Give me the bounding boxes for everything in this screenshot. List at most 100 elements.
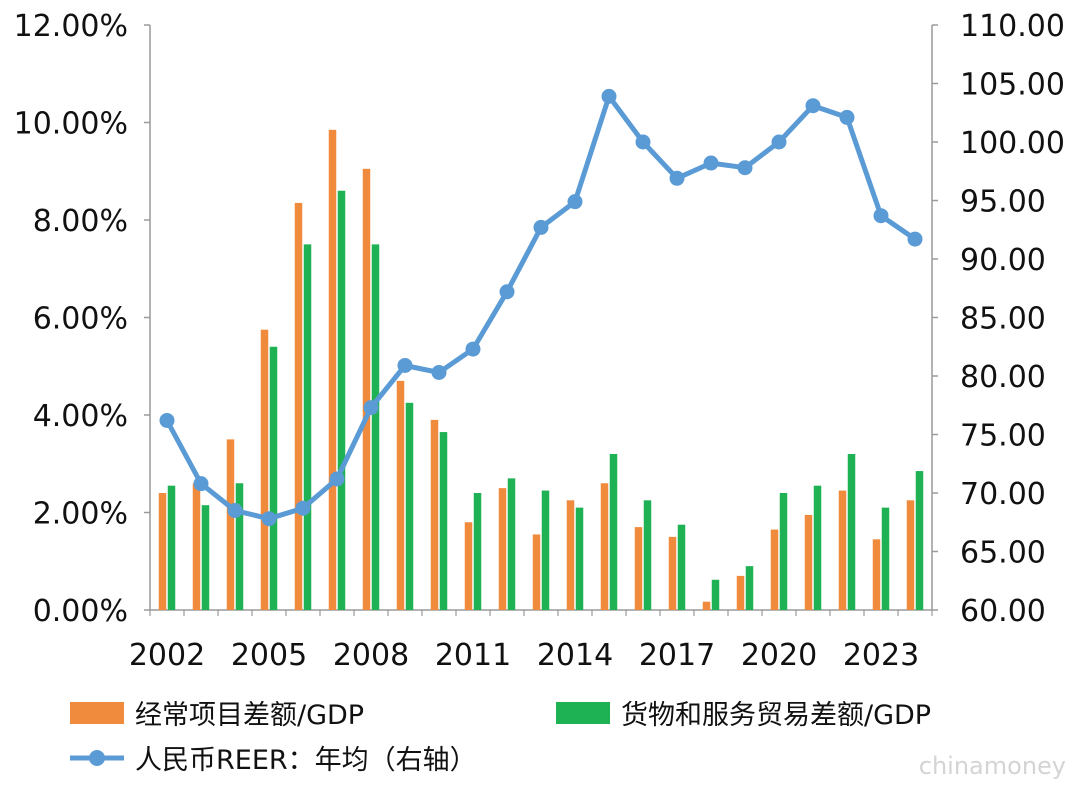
- trade-balance-bar: [813, 485, 822, 610]
- trade-balance-bar: [915, 471, 924, 610]
- trade-balance-bar: [405, 402, 414, 610]
- right-tick-label: 60.00: [960, 594, 1046, 629]
- trade-balance-bar: [847, 454, 856, 610]
- x-tick-label: 2008: [333, 638, 409, 673]
- current-account-bar: [532, 534, 541, 610]
- current-account-bar: [328, 129, 337, 610]
- watermark: chinamoney: [919, 752, 1066, 780]
- reer-point: [261, 511, 277, 527]
- left-tick-label: 8.00%: [33, 204, 128, 239]
- current-account-bar: [668, 536, 677, 610]
- left-tick-label: 12.00%: [14, 9, 128, 44]
- right-tick-label: 80.00: [960, 360, 1046, 395]
- right-tick-label: 70.00: [960, 477, 1046, 512]
- reer-point: [193, 476, 209, 492]
- x-tick-label: 2023: [843, 638, 919, 673]
- reer-point: [873, 208, 889, 224]
- current-account-bar: [770, 529, 779, 610]
- trade-balance-bar: [779, 493, 788, 610]
- reer-point: [363, 400, 379, 416]
- trade-balance-bar: [167, 485, 176, 610]
- current-account-bar: [634, 527, 643, 610]
- reer-point: [431, 364, 447, 380]
- trade-balance-bar: [643, 500, 652, 610]
- left-tick-label: 6.00%: [33, 302, 128, 337]
- reer-point: [567, 194, 583, 210]
- right-tick-label: 85.00: [960, 302, 1046, 337]
- reer-point: [839, 109, 855, 125]
- current-account-bar: [158, 493, 167, 610]
- trade-balance-bar: [337, 190, 346, 610]
- current-account-bar: [260, 329, 269, 610]
- reer-line: [164, 93, 917, 522]
- reer-point: [295, 500, 311, 516]
- reer-point: [601, 88, 617, 104]
- right-tick-label: 90.00: [960, 243, 1046, 278]
- current-account-bar: [906, 500, 915, 610]
- trade-balance-bar: [303, 244, 312, 610]
- legend-label-trade-balance: 货物和服务贸易差额/GDP: [621, 700, 931, 731]
- right-tick-label: 100.00: [960, 126, 1065, 161]
- left-tick-label: 2.00%: [33, 497, 128, 532]
- current-account-bar: [804, 514, 813, 610]
- x-tick-label: 2002: [129, 638, 205, 673]
- current-account-bar: [702, 601, 711, 610]
- left-tick-label: 0.00%: [33, 594, 128, 629]
- reer-point: [397, 357, 413, 373]
- reer-point: [159, 412, 175, 428]
- current-account-bar: [362, 168, 371, 610]
- right-tick-label: 65.00: [960, 536, 1046, 571]
- left-tick-label: 10.00%: [14, 107, 128, 142]
- trade-balance-bar: [677, 524, 686, 610]
- reer-point: [703, 155, 719, 171]
- trade-balance-bar: [575, 507, 584, 610]
- reer-point: [669, 170, 685, 186]
- current-account-bar: [498, 488, 507, 610]
- trade-balance-bar: [541, 490, 550, 610]
- current-account-bar: [192, 483, 201, 610]
- reer-point: [533, 219, 549, 235]
- reer-point: [771, 134, 787, 150]
- current-account-bar: [430, 419, 439, 610]
- right-tick-label: 105.00: [960, 68, 1065, 103]
- trade-balance-bar: [881, 507, 890, 610]
- x-tick-label: 2020: [741, 638, 817, 673]
- legend-label-reer: 人民币REER：年均（右轴）: [135, 745, 477, 776]
- current-account-bar: [294, 202, 303, 610]
- x-tick-label: 2005: [231, 638, 307, 673]
- current-account-bar: [600, 483, 609, 610]
- current-account-bar: [226, 439, 235, 610]
- reer-point: [805, 98, 821, 114]
- current-account-bar: [872, 539, 881, 610]
- reer-point: [499, 284, 515, 300]
- reer-point: [907, 231, 923, 247]
- trade-balance-bar: [711, 579, 720, 610]
- trade-balance-bar: [371, 244, 380, 610]
- trade-balance-bar: [473, 493, 482, 610]
- legend-swatch-reer-marker: [89, 750, 105, 766]
- legend-label-current-account: 经常项目差额/GDP: [135, 700, 364, 731]
- trade-balance-bar: [507, 478, 516, 610]
- current-account-bar: [736, 575, 745, 610]
- x-tick-label: 2017: [639, 638, 715, 673]
- current-account-bar: [566, 500, 575, 610]
- reer-point: [227, 503, 243, 519]
- right-tick-label: 110.00: [960, 9, 1065, 44]
- reer-point: [737, 160, 753, 176]
- trade-balance-bar: [439, 432, 448, 610]
- x-tick-label: 2011: [435, 638, 511, 673]
- reer-point: [465, 341, 481, 357]
- right-tick-label: 75.00: [960, 419, 1046, 454]
- left-tick-label: 4.00%: [33, 399, 128, 434]
- trade-balance-bar: [609, 454, 618, 610]
- current-account-bar: [396, 380, 405, 610]
- legend-swatch-current-account: [70, 702, 124, 724]
- reer-point: [635, 134, 651, 150]
- trade-balance-bar: [745, 566, 754, 610]
- right-tick-label: 95.00: [960, 185, 1046, 220]
- current-account-bar: [464, 522, 473, 610]
- trade-balance-bar: [269, 346, 278, 610]
- trade-balance-bar: [235, 483, 244, 610]
